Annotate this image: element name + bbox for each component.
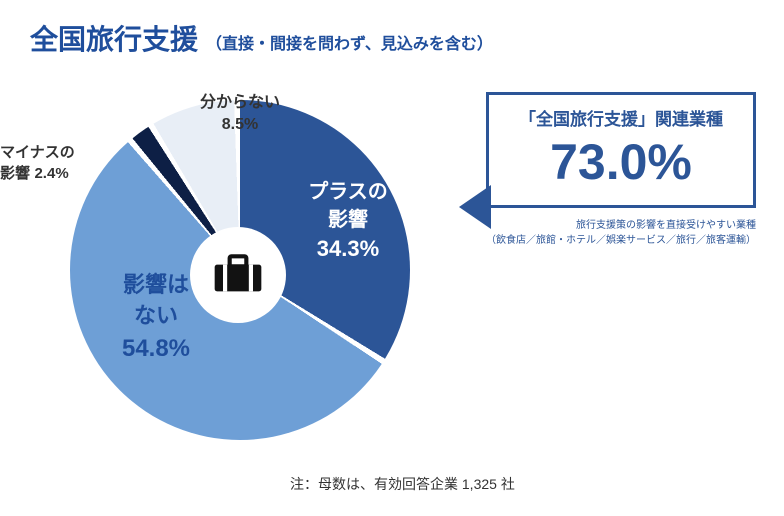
title-block: 全国旅行支援 （直接・間接を問わず、見込みを含む） [30, 18, 493, 58]
slice-positive-line1: プラスの [278, 178, 418, 206]
infographic-root: 全国旅行支援 （直接・間接を問わず、見込みを含む） プラスの 影響 34.3% … [0, 0, 784, 516]
footer-note: 注：母数は、有効回答企業 1,325 社 [290, 474, 515, 494]
callout-title: 「全国旅行支援」関連業種 [497, 105, 745, 130]
slice-positive-value: 34.3% [278, 234, 418, 265]
slice-none-value: 54.8% [86, 332, 226, 366]
slice-label-none: 影響は ない 54.8% [86, 270, 226, 365]
callout-notes: 旅行支援策の影響を直接受けやすい業種 （飲食店／旅館・ホテル／娯楽サービス／旅行… [486, 218, 756, 248]
slice-label-unknown: 分からない 8.5% [170, 92, 310, 137]
slice-label-negative: マイナスの 影響 2.4% [0, 142, 120, 185]
slice-negative-value: 2.4% [34, 165, 68, 182]
callout-value: 73.0% [497, 136, 745, 189]
callout-note-1: 旅行支援策の影響を直接受けやすい業種 [486, 218, 756, 233]
title-main: 全国旅行支援 [30, 18, 198, 58]
slice-negative-line1: マイナスの [0, 142, 120, 163]
callout-note-2: （飲食店／旅館・ホテル／娯楽サービス／旅行／旅客運輸） [486, 233, 756, 248]
slice-negative-line2: 影響 [0, 165, 30, 182]
slice-positive-line2: 影響 [278, 206, 418, 234]
slice-label-positive: プラスの 影響 34.3% [278, 178, 418, 265]
slice-unknown-value: 8.5% [170, 114, 310, 136]
callout-tail [459, 185, 491, 229]
callout-box: 「全国旅行支援」関連業種 73.0% [486, 92, 756, 208]
title-sub: （直接・間接を問わず、見込みを含む） [206, 30, 493, 54]
slice-none-line2: ない [86, 301, 226, 332]
slice-unknown-line1: 分からない [170, 92, 310, 114]
callout: 「全国旅行支援」関連業種 73.0% 旅行支援策の影響を直接受けやすい業種 （飲… [486, 92, 756, 248]
slice-none-line1: 影響は [86, 270, 226, 301]
